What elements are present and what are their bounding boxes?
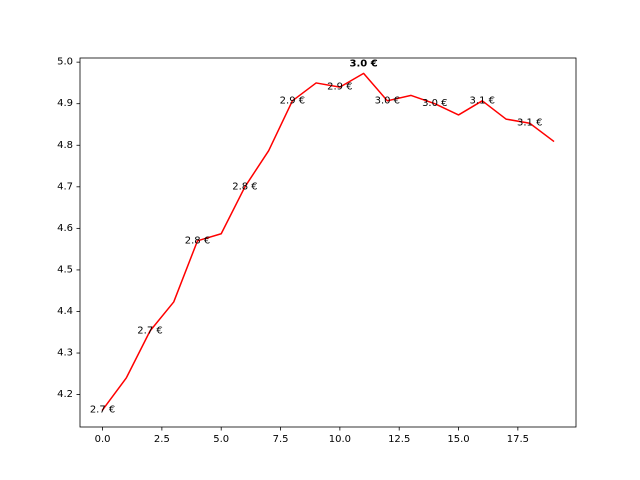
point-label: 3.1 € [470, 95, 495, 106]
y-tick-label: 4.5 [57, 264, 73, 275]
x-tick-label: 2.5 [154, 434, 170, 445]
x-tick-label: 15.0 [447, 434, 469, 445]
point-label: 2.8 € [232, 181, 257, 192]
y-tick-label: 4.3 [57, 348, 73, 359]
series-line [101, 72, 555, 412]
y-tick-label: 4.4 [57, 306, 73, 317]
y-tick-label: 4.7 [57, 181, 73, 192]
x-tick-label: 12.5 [388, 434, 410, 445]
point-label: 3.1 € [517, 118, 542, 129]
x-tick-label: 5.0 [213, 434, 229, 445]
plot-layer: 2.7 € 2.7 € 2.8 € 2.8 € 2.9 € 2.9 € 3.0 € 3.0 €… [90, 58, 555, 415]
x-tick-label: 17.5 [507, 434, 529, 445]
y-tick-label: 5.0 [57, 57, 73, 68]
y-tick-label: 4.6 [57, 223, 73, 234]
point-label: 2.8 € [185, 235, 210, 246]
point-label: 3.0 € [375, 95, 400, 106]
axes-layer: 0.0 2.5 5.0 7.5 10.0 12.5 15.0 17.5 4.2 4.3 4.4 4.5… [57, 57, 577, 445]
point-label: 2.9 € [280, 95, 305, 106]
point-label: 2.7 € [137, 326, 162, 337]
y-tick-label: 4.8 [57, 140, 73, 151]
point-label: 2.9 € [327, 82, 352, 93]
x-tick-label: 10.0 [329, 434, 351, 445]
point-label: 3.0 € [422, 98, 447, 109]
y-tick-label: 4.9 [57, 98, 73, 109]
x-tick-label: 0.0 [95, 434, 111, 445]
x-tick-label: 7.5 [273, 434, 289, 445]
y-tick-label: 4.2 [57, 389, 73, 400]
point-label: 2.7 € [90, 404, 115, 415]
point-label: 3.0 € [350, 58, 378, 69]
axes-frame [79, 57, 577, 428]
